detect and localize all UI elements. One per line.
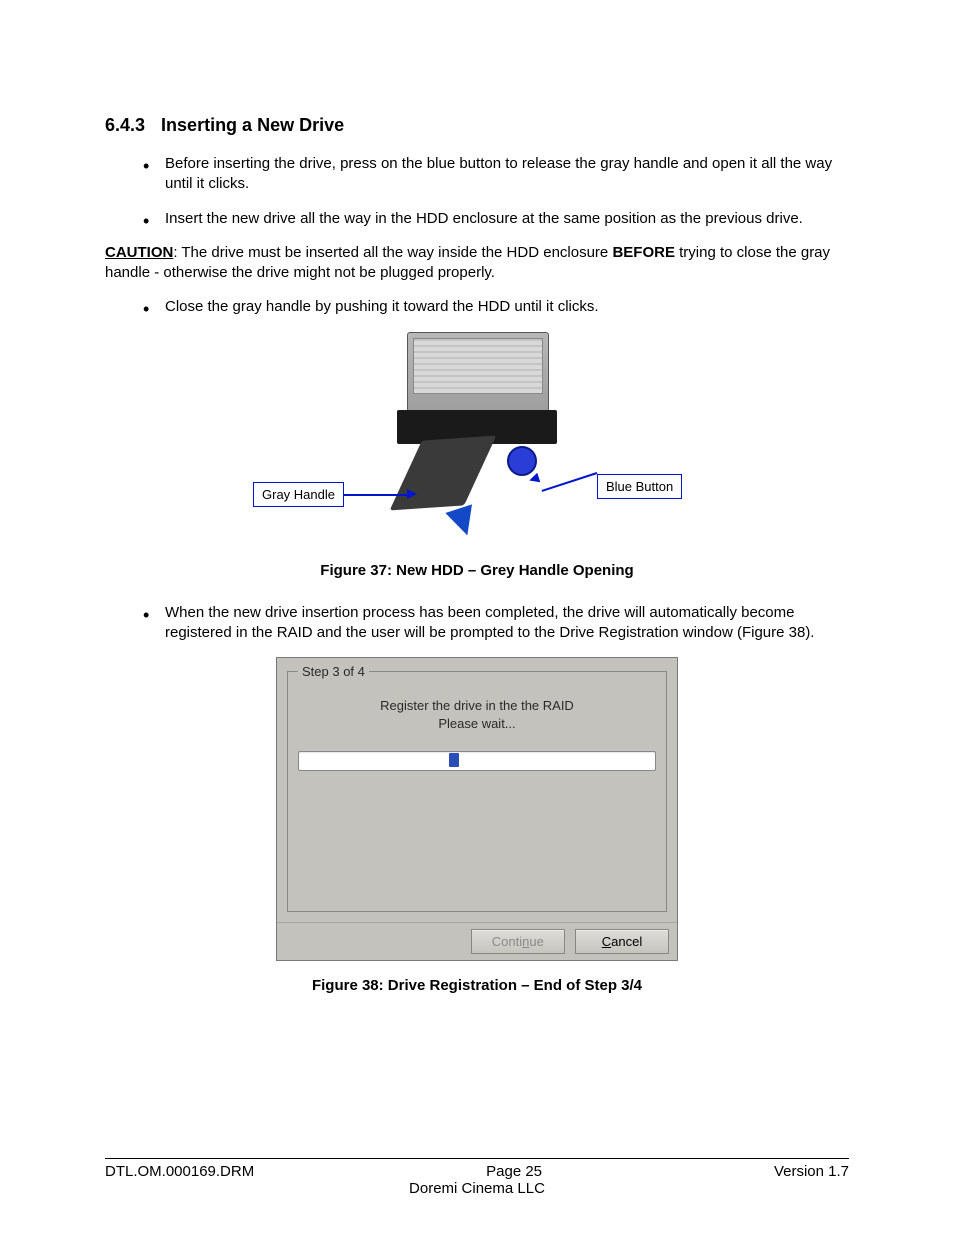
list-item: Before inserting the drive, press on the… (165, 154, 849, 195)
figure-37-caption: Figure 37: New HDD – Grey Handle Opening (105, 562, 849, 579)
caution-label: CAUTION (105, 244, 173, 261)
footer-center: Page 25 (254, 1163, 774, 1180)
continue-button[interactable]: Continue (471, 929, 565, 954)
caution-paragraph: CAUTION: The drive must be inserted all … (105, 243, 849, 284)
page-footer: DTL.OM.000169.DRM Page 25 Version 1.7 Do… (105, 1158, 849, 1197)
hdd-label-shape (413, 338, 543, 394)
progress-bar (298, 751, 656, 771)
figure-37-diagram: Gray Handle Blue Button (257, 332, 697, 546)
dialog-fieldset: Step 3 of 4 Register the drive in the th… (287, 664, 667, 912)
dialog-button-row: Continue Cancel (277, 922, 677, 960)
footer-sub: Doremi Cinema LLC (105, 1180, 849, 1197)
bullet-list-bottom: When the new drive insertion process has… (105, 603, 849, 644)
caution-text-before: : The drive must be inserted all the way… (173, 244, 612, 261)
dialog-window: Step 3 of 4 Register the drive in the th… (276, 657, 678, 961)
caution-bold: BEFORE (612, 244, 675, 261)
footer-rule (105, 1158, 849, 1159)
down-arrow-icon (445, 504, 480, 539)
footer-right: Version 1.7 (774, 1163, 849, 1180)
footer-left: DTL.OM.000169.DRM (105, 1163, 254, 1180)
section-title: Inserting a New Drive (161, 115, 344, 135)
list-item: When the new drive insertion process has… (165, 603, 849, 644)
bullet-list-mid: Close the gray handle by pushing it towa… (105, 297, 849, 317)
progress-fill (449, 753, 459, 767)
dialog-message: Register the drive in the the RAID Pleas… (298, 697, 656, 733)
dialog-message-line2: Please wait... (438, 716, 515, 731)
bullet-list-top: Before inserting the drive, press on the… (105, 154, 849, 229)
arrowhead-icon (407, 489, 417, 499)
cancel-button[interactable]: Cancel (575, 929, 669, 954)
section-number: 6.4.3 (105, 115, 145, 136)
callout-blue-button: Blue Button (597, 474, 682, 499)
section-heading: 6.4.3 Inserting a New Drive (105, 115, 849, 136)
list-item: Close the gray handle by pushing it towa… (165, 297, 849, 317)
callout-gray-handle: Gray Handle (253, 482, 344, 507)
figure-37: Gray Handle Blue Button Figure 37: New H… (105, 332, 849, 579)
arrowhead-icon (528, 472, 541, 485)
dialog-body: Step 3 of 4 Register the drive in the th… (277, 658, 677, 922)
figure-38: Step 3 of 4 Register the drive in the th… (105, 657, 849, 994)
list-item: Insert the new drive all the way in the … (165, 209, 849, 229)
step-label: Step 3 of 4 (298, 664, 369, 679)
callout-line (343, 494, 407, 496)
blue-button-shape (507, 446, 537, 476)
callout-line (542, 472, 598, 492)
dialog-message-line1: Register the drive in the the RAID (380, 698, 574, 713)
gray-handle-shape (390, 435, 497, 510)
figure-38-caption: Figure 38: Drive Registration – End of S… (105, 977, 849, 994)
